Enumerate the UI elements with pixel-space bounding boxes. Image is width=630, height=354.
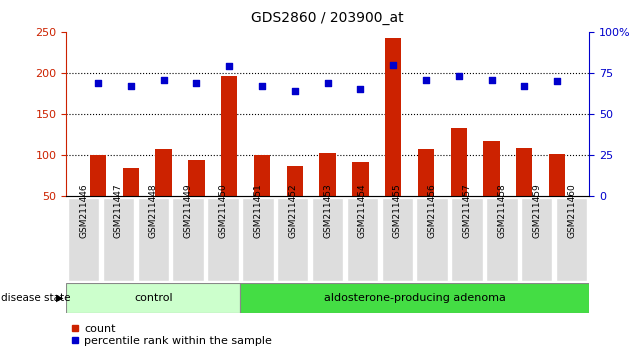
Point bbox=[192, 80, 202, 86]
Point bbox=[323, 80, 333, 86]
Point bbox=[519, 83, 529, 89]
FancyBboxPatch shape bbox=[207, 198, 239, 281]
Text: aldosterone-producing adenoma: aldosterone-producing adenoma bbox=[324, 293, 506, 303]
Text: GSM211452: GSM211452 bbox=[289, 183, 297, 238]
FancyBboxPatch shape bbox=[451, 198, 483, 281]
Text: GSM211447: GSM211447 bbox=[114, 183, 123, 238]
Point bbox=[421, 77, 431, 82]
Text: GSM211456: GSM211456 bbox=[428, 183, 437, 238]
Text: GSM211455: GSM211455 bbox=[393, 183, 402, 238]
FancyBboxPatch shape bbox=[382, 198, 413, 281]
Bar bbox=[352, 162, 369, 238]
Bar bbox=[254, 155, 270, 238]
Point bbox=[126, 83, 136, 89]
Point bbox=[388, 62, 398, 68]
FancyBboxPatch shape bbox=[103, 198, 134, 281]
Text: ▶: ▶ bbox=[55, 293, 63, 303]
Point bbox=[290, 88, 300, 94]
Bar bbox=[90, 155, 106, 238]
FancyBboxPatch shape bbox=[346, 198, 378, 281]
FancyBboxPatch shape bbox=[312, 198, 343, 281]
Text: GSM211454: GSM211454 bbox=[358, 183, 367, 238]
Bar bbox=[319, 153, 336, 238]
FancyBboxPatch shape bbox=[521, 198, 553, 281]
Bar bbox=[516, 148, 532, 238]
Text: GSM211446: GSM211446 bbox=[79, 183, 88, 238]
FancyBboxPatch shape bbox=[66, 283, 241, 313]
FancyBboxPatch shape bbox=[277, 198, 309, 281]
Point bbox=[355, 87, 365, 92]
Text: GSM211460: GSM211460 bbox=[567, 183, 576, 238]
Text: GSM211458: GSM211458 bbox=[498, 183, 507, 238]
Text: GSM211448: GSM211448 bbox=[149, 183, 158, 238]
Point bbox=[159, 77, 169, 82]
Point bbox=[93, 80, 103, 86]
Bar bbox=[483, 141, 500, 238]
Bar bbox=[549, 154, 565, 238]
FancyBboxPatch shape bbox=[486, 198, 518, 281]
Text: GSM211450: GSM211450 bbox=[219, 183, 227, 238]
Bar bbox=[156, 149, 172, 238]
Text: GDS2860 / 203900_at: GDS2860 / 203900_at bbox=[251, 11, 404, 25]
FancyBboxPatch shape bbox=[241, 283, 589, 313]
Bar bbox=[450, 128, 467, 238]
Bar bbox=[287, 166, 303, 238]
Bar bbox=[385, 39, 401, 238]
Text: GSM211457: GSM211457 bbox=[462, 183, 471, 238]
FancyBboxPatch shape bbox=[242, 198, 273, 281]
FancyBboxPatch shape bbox=[173, 198, 204, 281]
Text: GSM211459: GSM211459 bbox=[532, 183, 541, 238]
Text: GSM211449: GSM211449 bbox=[184, 183, 193, 238]
Text: GSM211451: GSM211451 bbox=[253, 183, 262, 238]
Point bbox=[552, 79, 562, 84]
Bar bbox=[221, 76, 238, 238]
FancyBboxPatch shape bbox=[68, 198, 100, 281]
FancyBboxPatch shape bbox=[416, 198, 448, 281]
Bar bbox=[188, 160, 205, 238]
Point bbox=[454, 74, 464, 79]
FancyBboxPatch shape bbox=[137, 198, 169, 281]
Point bbox=[486, 77, 496, 82]
FancyBboxPatch shape bbox=[556, 198, 587, 281]
Legend: count, percentile rank within the sample: count, percentile rank within the sample bbox=[72, 324, 272, 346]
Text: GSM211453: GSM211453 bbox=[323, 183, 332, 238]
Text: disease state: disease state bbox=[1, 293, 70, 303]
Point bbox=[257, 83, 267, 89]
Point bbox=[224, 64, 234, 69]
Text: control: control bbox=[134, 293, 173, 303]
Bar bbox=[418, 149, 434, 238]
Bar bbox=[123, 169, 139, 238]
